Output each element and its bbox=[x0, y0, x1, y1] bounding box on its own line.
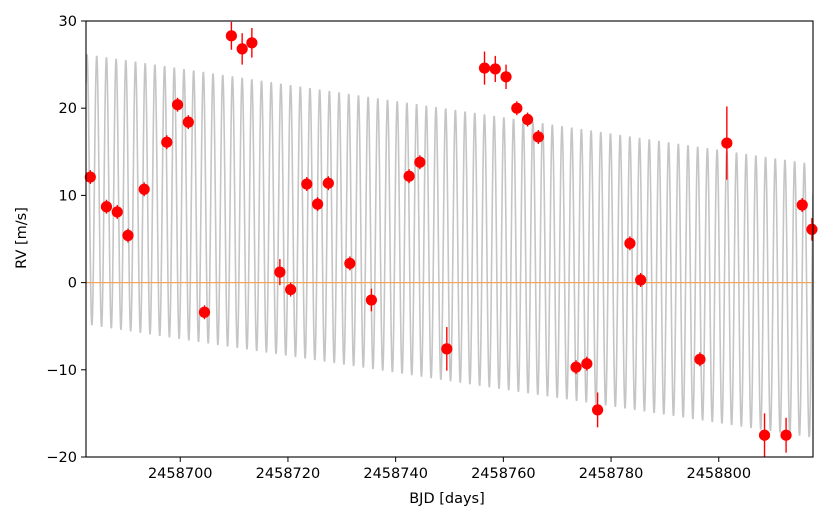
x-tick-label: 2458740 bbox=[363, 466, 428, 482]
x-tick-label: 2458760 bbox=[471, 466, 536, 482]
x-tick-label: 2458700 bbox=[148, 466, 213, 482]
point-marker bbox=[591, 404, 604, 416]
x-axis: 2458700 2458720 2458740 2458760 2458780 24588… bbox=[148, 457, 751, 482]
data-point bbox=[225, 21, 237, 50]
point-marker bbox=[581, 358, 593, 370]
data-point bbox=[721, 106, 733, 180]
point-marker bbox=[246, 37, 258, 49]
y-tick-label: −20 bbox=[46, 450, 77, 466]
point-marker bbox=[414, 156, 426, 168]
point-marker bbox=[403, 170, 415, 182]
y-axis-label: RV [m/s] bbox=[14, 207, 30, 269]
data-point bbox=[301, 177, 313, 192]
point-marker bbox=[311, 198, 324, 210]
point-marker bbox=[365, 294, 378, 306]
point-marker bbox=[624, 237, 636, 249]
data-points-layer bbox=[84, 21, 818, 457]
point-marker bbox=[521, 113, 534, 126]
data-point bbox=[478, 51, 491, 85]
plot-frame bbox=[85, 20, 814, 458]
model-curve bbox=[86, 54, 813, 438]
point-marker bbox=[138, 183, 150, 195]
point-marker bbox=[478, 62, 491, 74]
data-point bbox=[591, 392, 604, 428]
y-axis: −20 −10 0 10 20 30 bbox=[46, 14, 86, 466]
x-tick-label: 2458720 bbox=[256, 466, 321, 482]
y-tick-label: 0 bbox=[68, 276, 77, 292]
model-curve-line bbox=[86, 54, 813, 438]
point-marker bbox=[694, 353, 706, 365]
point-marker bbox=[635, 274, 647, 286]
point-marker bbox=[111, 206, 123, 218]
point-marker bbox=[182, 116, 194, 128]
data-point bbox=[511, 101, 523, 116]
point-marker bbox=[758, 429, 771, 441]
y-tick-label: 10 bbox=[59, 188, 77, 204]
data-point bbox=[624, 236, 636, 251]
data-point bbox=[365, 288, 378, 312]
data-point bbox=[489, 55, 501, 83]
point-marker bbox=[236, 43, 248, 55]
data-point bbox=[246, 27, 258, 58]
point-marker bbox=[161, 136, 173, 148]
point-marker bbox=[301, 178, 313, 190]
point-marker bbox=[511, 102, 523, 114]
data-point bbox=[161, 135, 173, 150]
y-tick-label: 30 bbox=[59, 14, 77, 30]
data-point bbox=[182, 115, 194, 130]
data-point bbox=[796, 198, 808, 212]
point-marker bbox=[225, 30, 237, 42]
data-point bbox=[84, 170, 96, 185]
point-marker bbox=[100, 201, 113, 213]
data-point bbox=[344, 256, 356, 271]
point-marker bbox=[122, 229, 134, 242]
point-marker bbox=[322, 177, 334, 189]
point-marker bbox=[796, 199, 808, 211]
point-marker bbox=[274, 266, 286, 278]
point-marker bbox=[171, 99, 184, 111]
data-point bbox=[581, 356, 593, 371]
data-point bbox=[236, 33, 248, 65]
data-point bbox=[532, 130, 544, 144]
data-point bbox=[414, 155, 426, 170]
point-marker bbox=[532, 131, 544, 143]
data-point bbox=[780, 417, 792, 453]
x-axis-label: BJD [days] bbox=[409, 491, 485, 507]
point-marker bbox=[570, 361, 582, 373]
data-point bbox=[521, 112, 534, 127]
y-tick-label: 20 bbox=[59, 101, 77, 117]
data-point bbox=[570, 360, 582, 375]
data-point bbox=[635, 273, 647, 287]
point-marker bbox=[285, 283, 297, 296]
point-marker bbox=[344, 257, 356, 270]
data-point bbox=[403, 169, 415, 184]
point-marker bbox=[441, 343, 453, 355]
data-point bbox=[311, 197, 324, 212]
data-point bbox=[171, 97, 184, 112]
data-point bbox=[285, 282, 297, 297]
data-point bbox=[111, 204, 123, 219]
data-point bbox=[694, 352, 706, 367]
x-tick-label: 2458800 bbox=[686, 466, 751, 482]
data-point bbox=[274, 259, 286, 286]
data-point bbox=[758, 413, 771, 457]
data-point bbox=[322, 176, 334, 191]
data-point bbox=[500, 64, 512, 90]
point-marker bbox=[489, 63, 501, 75]
point-marker bbox=[84, 171, 96, 183]
point-marker bbox=[780, 429, 792, 441]
point-marker bbox=[806, 223, 818, 236]
data-point bbox=[138, 182, 150, 197]
data-point bbox=[441, 327, 453, 371]
point-marker bbox=[721, 137, 733, 149]
x-tick-label: 2458780 bbox=[579, 466, 644, 482]
data-point bbox=[100, 199, 113, 214]
point-marker bbox=[500, 71, 512, 83]
point-marker bbox=[198, 306, 211, 318]
data-point bbox=[806, 218, 818, 241]
y-tick-label: −10 bbox=[46, 363, 77, 379]
data-point bbox=[198, 305, 211, 320]
data-point bbox=[122, 228, 134, 243]
